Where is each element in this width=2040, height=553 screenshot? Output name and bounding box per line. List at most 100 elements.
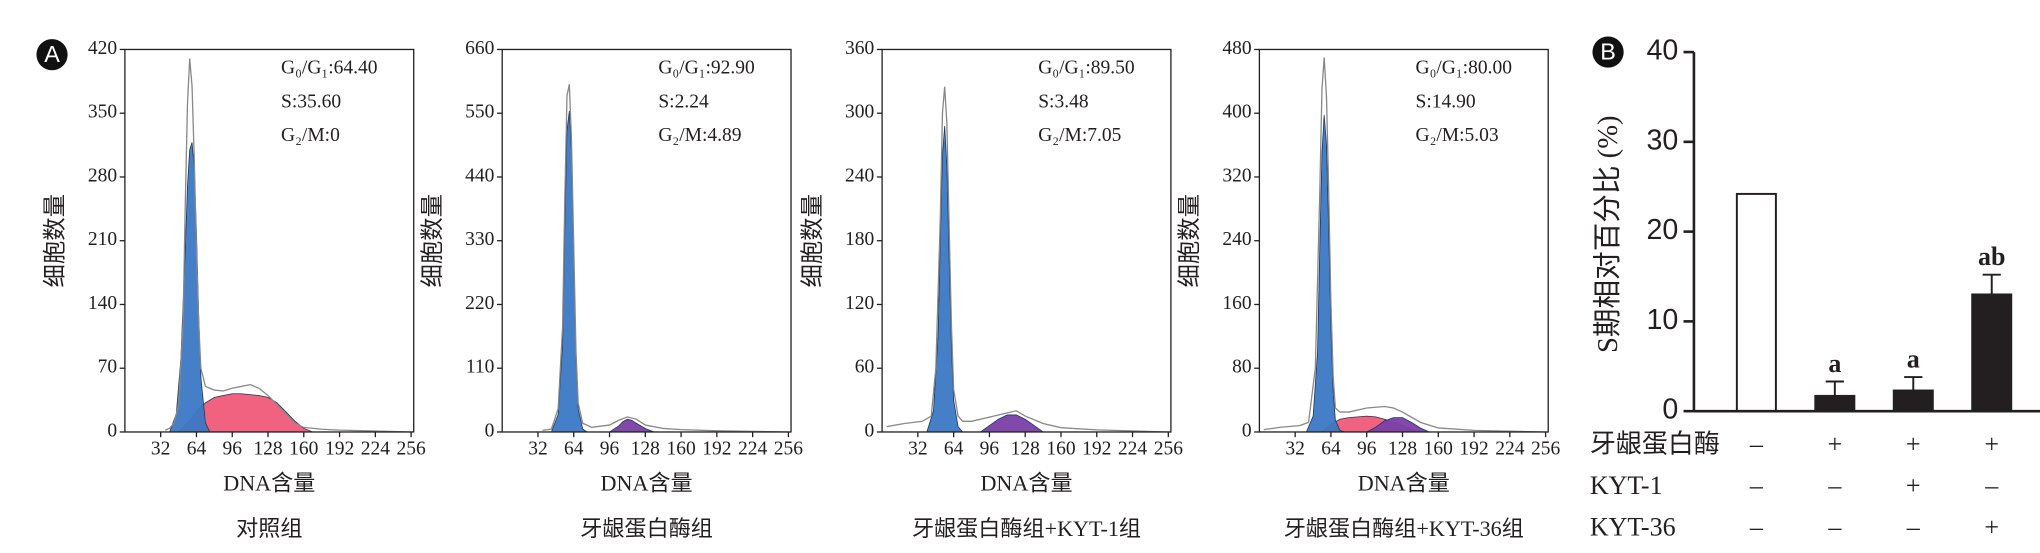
significance-label: a (1828, 349, 1841, 378)
histogram-outline (886, 86, 1169, 433)
y-tick-label: 60 (855, 357, 875, 378)
x-tick-label: 96 (600, 439, 620, 460)
plot-frame (124, 48, 415, 433)
y-tick-label: 330 (465, 229, 494, 250)
histogram-area (550, 110, 589, 433)
y-tick-label: 240 (1222, 229, 1251, 250)
x-tick-label: 64 (187, 439, 207, 460)
histogram-outline (1263, 57, 1546, 433)
y-axis-label: 细胞数量 (419, 194, 446, 288)
y-tick-label: 220 (465, 293, 494, 314)
y-tick-label: 40 (1646, 35, 1678, 67)
y-tick-label: 30 (1646, 124, 1678, 156)
plot-frame (501, 48, 792, 433)
y-tick-label: 280 (88, 165, 117, 186)
y-axis-label: 细胞数量 (1176, 194, 1203, 288)
y-tick-label: 0 (107, 420, 117, 441)
y-tick-label: 20 (1646, 214, 1678, 246)
x-tick-label: 128 (631, 439, 660, 460)
plot-frame (881, 48, 1172, 433)
x-axis-label: DNA含量 (1358, 470, 1450, 495)
condition-symbol: + (1827, 429, 1842, 458)
x-tick-label: 96 (1357, 439, 1377, 460)
x-tick-label: 160 (1046, 439, 1075, 460)
y-tick-label: 70 (98, 357, 118, 378)
caption: 牙龈蛋白酶组 (580, 516, 713, 541)
x-axis-label: DNA含量 (980, 470, 1072, 495)
annotation: G₂/M:7.05 (1038, 125, 1121, 146)
condition-symbol: – (1827, 513, 1842, 542)
annotation: S:14.90 (1416, 91, 1476, 112)
histogram-outline (542, 84, 789, 433)
y-tick-label: 240 (845, 165, 874, 186)
significance-label: ab (1978, 242, 2005, 271)
bar (1971, 293, 2013, 413)
x-tick-label: 256 (1154, 439, 1184, 460)
panel-badge (1592, 36, 1624, 68)
histogram-outline (164, 58, 412, 433)
y-tick-label: 420 (88, 38, 117, 59)
y-tick-label: 0 (1662, 394, 1678, 426)
bar (1892, 389, 1934, 413)
annotation: G₀/G₁:89.50 (1038, 57, 1134, 78)
x-tick-label: 192 (1459, 439, 1488, 460)
x-tick-label: 128 (253, 439, 282, 460)
x-axis-label: DNA含量 (601, 470, 693, 495)
x-tick-label: 256 (774, 439, 804, 460)
caption: 牙龈蛋白酶组+KYT-1组 (912, 516, 1141, 541)
y-tick-label: 350 (88, 102, 117, 123)
x-tick-label: 160 (1424, 439, 1453, 460)
x-tick-label: 96 (980, 439, 1000, 460)
x-tick-label: 224 (1495, 439, 1525, 460)
histogram-area (1366, 417, 1430, 433)
y-tick-label: 120 (845, 293, 874, 314)
x-tick-label: 224 (738, 439, 768, 460)
y-tick-label: 110 (466, 357, 495, 378)
x-tick-label: 32 (908, 439, 928, 460)
y-axis-label: 细胞数量 (799, 194, 826, 288)
x-tick-label: 160 (289, 439, 318, 460)
histogram-area (979, 414, 1045, 433)
y-tick-label: 660 (465, 38, 494, 59)
condition-symbol: + (1906, 429, 1921, 458)
x-tick-label: 192 (325, 439, 354, 460)
condition-symbol: – (1906, 513, 1921, 542)
x-tick-label: 32 (528, 439, 548, 460)
panel-badge (36, 39, 68, 71)
condition-label: KYT-1 (1590, 471, 1663, 500)
panel-label: B (1600, 39, 1616, 65)
histogram-area (1305, 114, 1345, 433)
caption: 对照组 (236, 516, 302, 541)
annotation: G₂/M:4.89 (658, 125, 741, 146)
annotation: S:3.48 (1038, 91, 1088, 112)
x-tick-label: 96 (222, 439, 242, 460)
y-tick-label: 160 (1222, 293, 1251, 314)
x-tick-label: 128 (1388, 439, 1417, 460)
y-tick-label: 480 (1222, 38, 1251, 59)
condition-symbol: – (1827, 471, 1842, 500)
annotation: G₀/G₁:64.40 (281, 57, 377, 78)
x-tick-label: 256 (1531, 439, 1561, 460)
x-tick-label: 224 (361, 439, 390, 460)
condition-label: 牙龈蛋白酶 (1590, 429, 1720, 458)
plot-frame (1258, 48, 1549, 433)
y-tick-label: 0 (1242, 420, 1252, 441)
y-tick-label: 140 (88, 293, 117, 314)
y-tick-label: 300 (845, 102, 874, 123)
x-tick-label: 32 (151, 439, 171, 460)
x-tick-label: 256 (396, 439, 426, 460)
condition-symbol: + (1906, 471, 1921, 500)
significance-label: a (1907, 344, 1920, 373)
y-tick-label: 440 (465, 165, 494, 186)
histogram-area (926, 125, 964, 433)
y-tick-label: 80 (1232, 357, 1252, 378)
condition-symbol: – (1984, 471, 1999, 500)
y-axis-label: S期相对百分比 (%) (1592, 115, 1624, 353)
y-tick-label: 210 (88, 229, 117, 250)
bar (1735, 192, 1777, 413)
x-tick-label: 32 (1285, 439, 1305, 460)
x-axis-label: DNA含量 (223, 470, 315, 495)
condition-symbol: – (1749, 513, 1764, 542)
x-tick-label: 224 (1118, 439, 1148, 460)
